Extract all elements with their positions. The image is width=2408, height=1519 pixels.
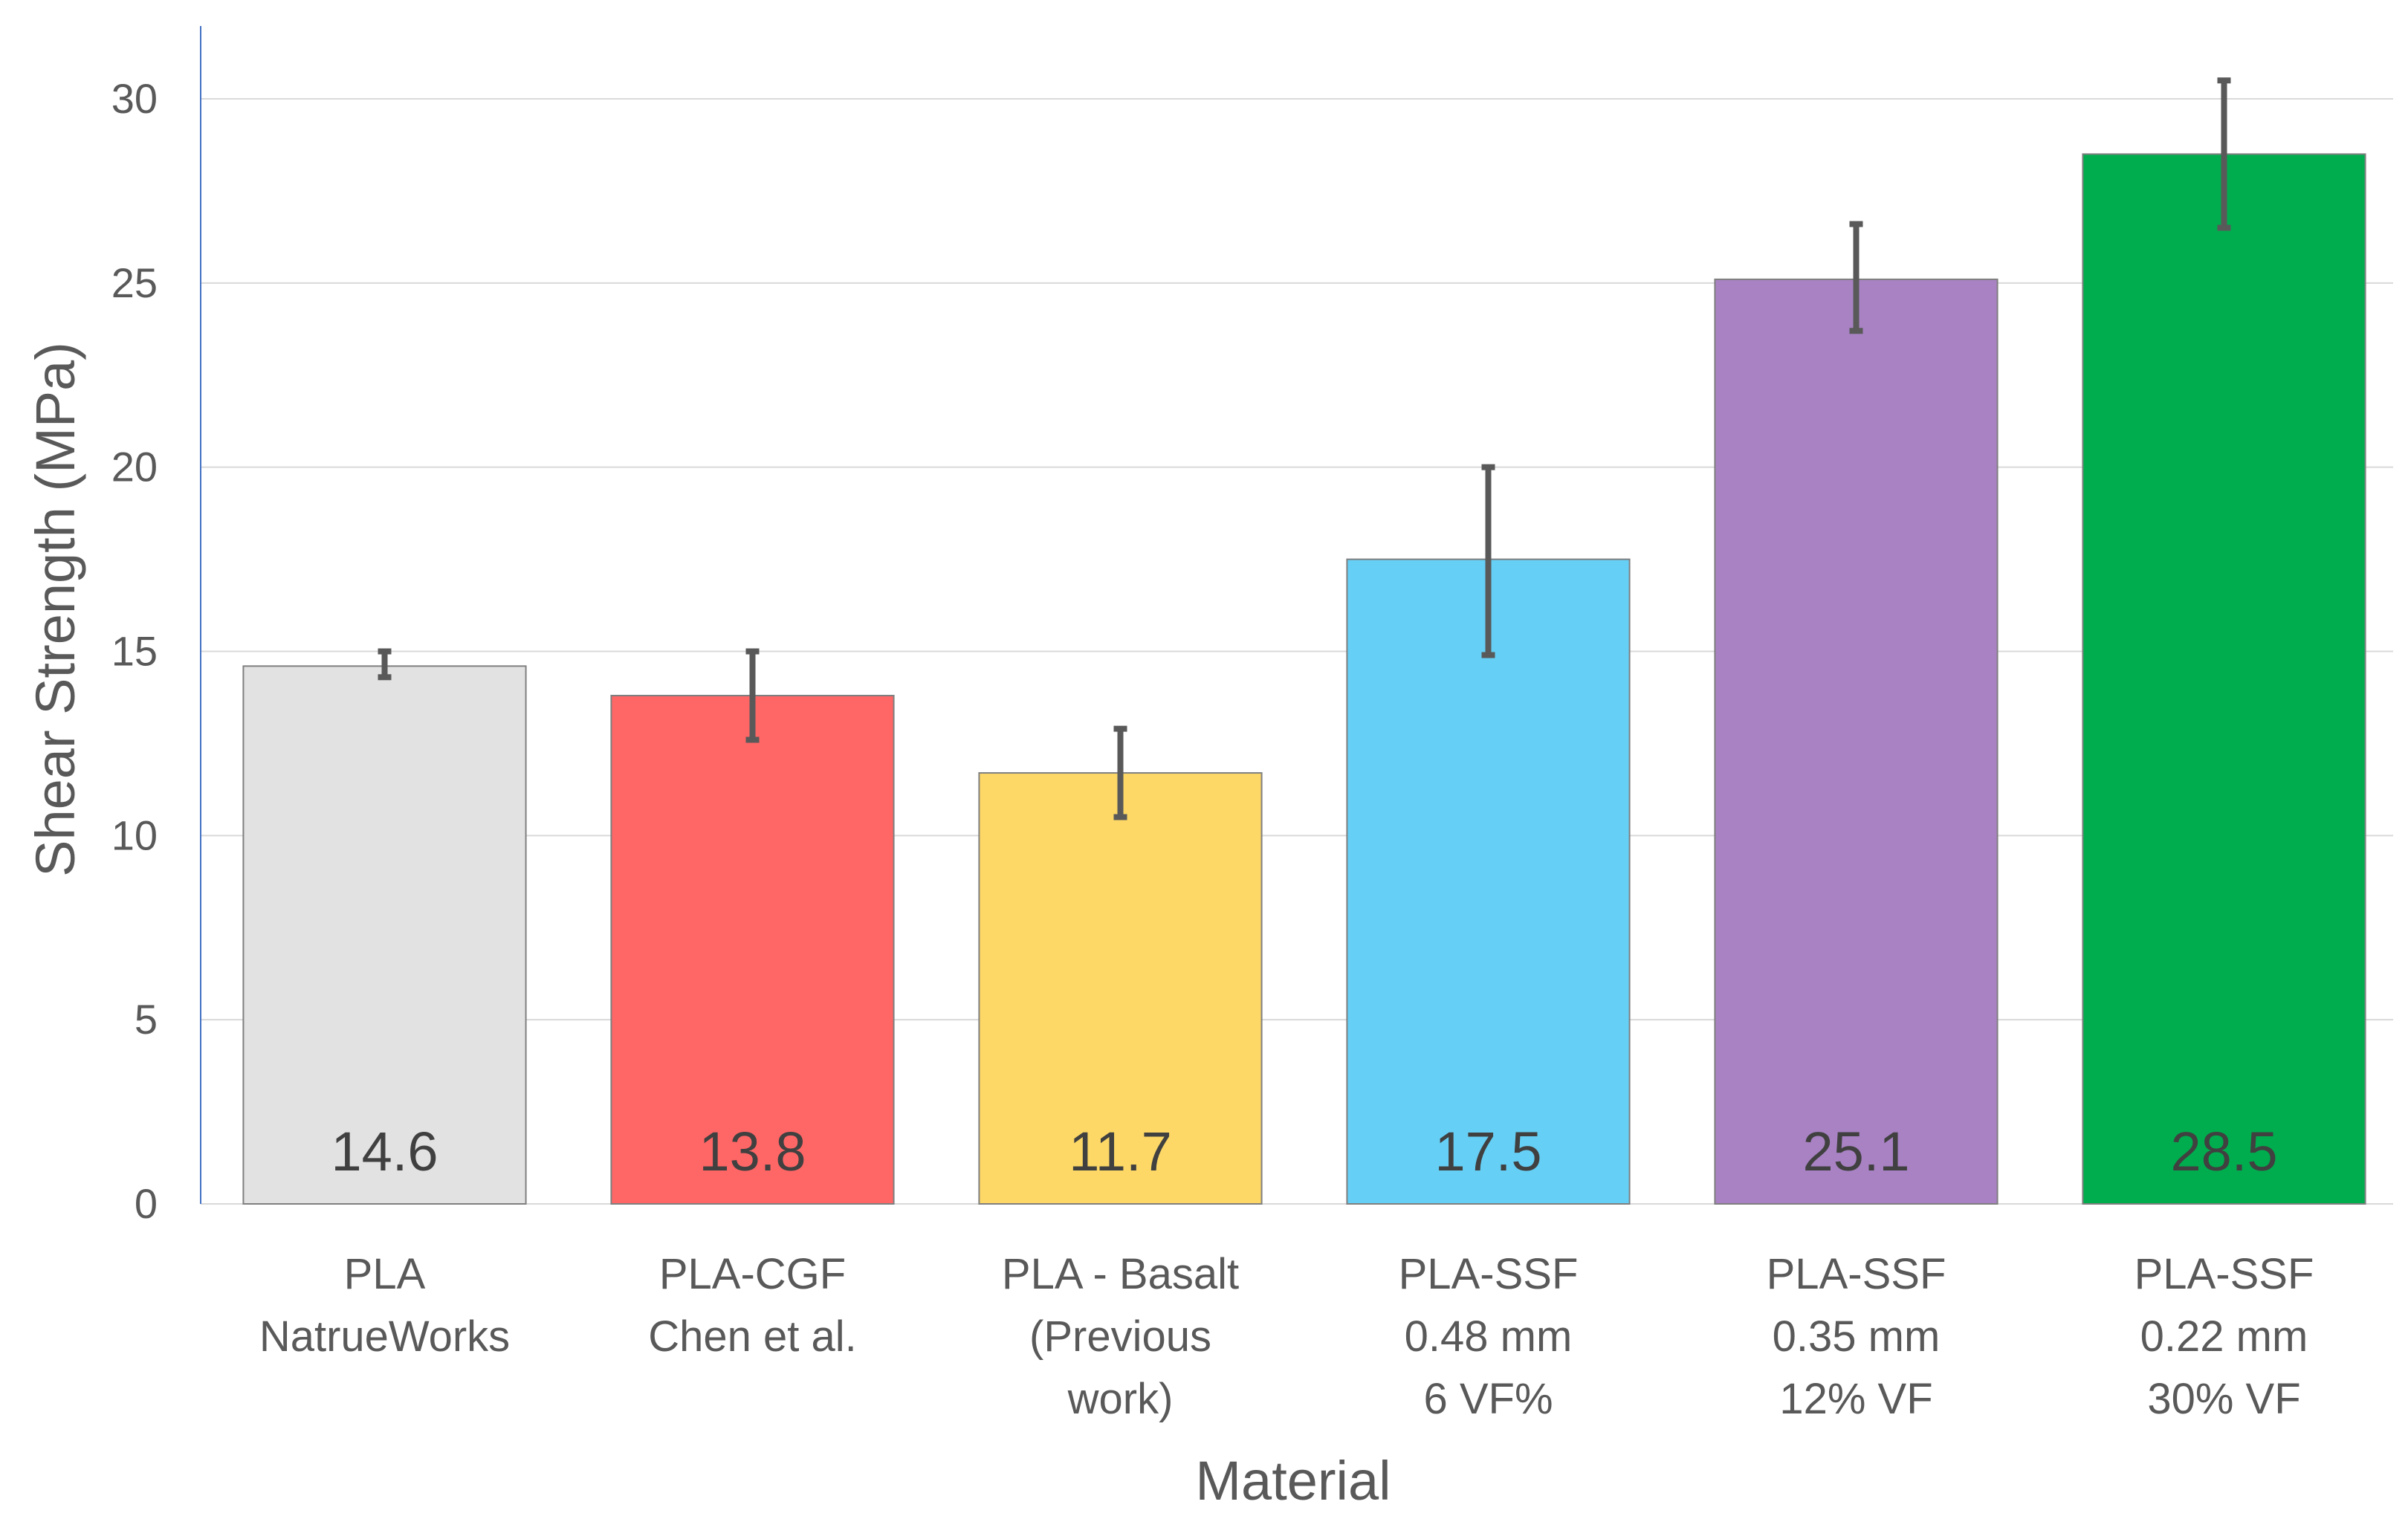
- x-category-label-3-line-1: 0.48 mm: [1405, 1312, 1573, 1361]
- bars: [242, 153, 2366, 1205]
- data-label-0: 14.6: [331, 1121, 438, 1182]
- data-label-4: 25.1: [1802, 1121, 1909, 1182]
- data-label-2: 11.7: [1069, 1121, 1172, 1182]
- y-tick-labels: 0 5 10 15 20 25 30: [111, 75, 158, 1227]
- y-tick-label-10: 10: [111, 812, 158, 858]
- data-label-5: 28.5: [2170, 1121, 2277, 1182]
- x-category-label-2-line-1: (Previous: [1029, 1312, 1211, 1361]
- x-category-label-5-line-0: PLA-SSF: [2134, 1250, 2314, 1298]
- x-axis-title: Material: [1195, 1450, 1391, 1512]
- x-category-label-5-line-1: 0.22 mm: [2140, 1312, 2308, 1361]
- data-label-1: 13.8: [699, 1121, 806, 1182]
- y-axis-title: Shear Strength (MPa): [25, 342, 86, 877]
- bar-2: [978, 772, 1263, 1205]
- y-tick-label-15: 15: [111, 628, 158, 675]
- gridlines: [201, 98, 2393, 1205]
- x-category-label-0-line-1: NatrueWorks: [259, 1312, 510, 1361]
- x-category-label-4-line-0: PLA-SSF: [1767, 1250, 1946, 1298]
- x-category-label-4-line-1: 0.35 mm: [1773, 1312, 1941, 1361]
- x-category-label-5-line-2: 30% VF: [2147, 1375, 2300, 1423]
- bar-4: [1714, 278, 1998, 1205]
- x-category-label-3-line-2: 6 VF%: [1423, 1375, 1553, 1423]
- y-tick-label-25: 25: [111, 259, 158, 306]
- x-category-label-0-line-0: PLA: [344, 1250, 426, 1298]
- x-category-labels: PLA NatrueWorks PLA-CGF Chen et al. PLA - Ba…: [259, 1250, 2314, 1423]
- bar-3: [1346, 558, 1631, 1205]
- data-labels: 14.6 13.8 11.7 17.5 25.1 28.5: [331, 1121, 2277, 1182]
- x-category-label-2-line-2: work): [1067, 1375, 1174, 1423]
- x-category-label-3-line-0: PLA-SSF: [1399, 1250, 1579, 1298]
- y-tick-label-5: 5: [135, 996, 158, 1043]
- y-tick-label-30: 30: [111, 75, 158, 122]
- y-tick-label-0: 0: [135, 1180, 158, 1227]
- x-category-label-2-line-0: PLA - Basalt: [1002, 1250, 1239, 1298]
- bar-1: [610, 694, 895, 1205]
- x-category-label-1-line-0: PLA-CGF: [659, 1250, 846, 1298]
- error-bars: [378, 77, 2231, 820]
- data-label-3: 17.5: [1434, 1121, 1541, 1182]
- x-category-label-1-line-1: Chen et al.: [648, 1312, 857, 1361]
- bar-0: [242, 665, 527, 1205]
- y-tick-label-20: 20: [111, 444, 158, 490]
- x-category-label-4-line-2: 12% VF: [1779, 1375, 1932, 1423]
- bar-5: [2082, 153, 2366, 1205]
